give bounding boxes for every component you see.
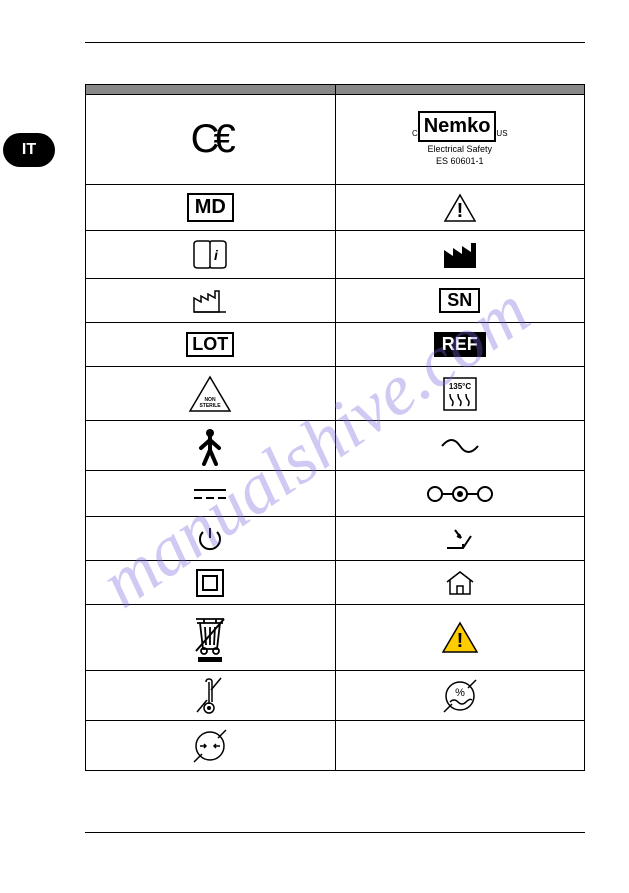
warning-yellow-icon: !	[440, 620, 480, 656]
nemko-line1: Electrical Safety	[412, 144, 508, 154]
cell-indoor	[335, 561, 585, 605]
temperature-limit-icon	[193, 676, 227, 716]
cell-power	[86, 517, 336, 561]
table-row: %	[86, 671, 585, 721]
table-row	[86, 471, 585, 517]
cell-md: MD	[86, 185, 336, 231]
weee-bin-icon	[190, 613, 230, 663]
svg-text:i: i	[214, 247, 219, 263]
class-ii-equipment-icon	[194, 567, 226, 599]
cell-nemko: CNemkoUS Electrical Safety ES 60601-1	[335, 95, 585, 185]
table-row	[86, 421, 585, 471]
cell-empty	[335, 721, 585, 771]
table-row: MD !	[86, 185, 585, 231]
ce-mark-icon: C€	[191, 117, 230, 161]
bottom-rule	[85, 832, 585, 833]
lot-number-icon: LOT	[186, 332, 234, 357]
cell-caution: !	[335, 185, 585, 231]
table-row: NONSTERILE 135°C	[86, 367, 585, 421]
table-row	[86, 517, 585, 561]
svg-text:STERILE: STERILE	[200, 403, 222, 409]
nemko-logo: CNemkoUS Electrical Safety ES 60601-1	[412, 111, 508, 166]
cell-manual: i	[86, 231, 336, 279]
top-rule	[85, 42, 585, 43]
table-header-row	[86, 85, 585, 95]
table-row: i	[86, 231, 585, 279]
nemko-right-sub: US	[496, 129, 507, 138]
table-row: !	[86, 605, 585, 671]
cell-mfg-date	[86, 279, 336, 323]
autoclave-temp-label: 135°C	[449, 382, 472, 391]
manufacture-date-icon	[191, 286, 229, 316]
cell-ref: REF	[335, 323, 585, 367]
polarity-icon	[425, 481, 495, 507]
power-standby-icon	[195, 524, 225, 554]
md-symbol-icon: MD	[187, 193, 234, 222]
cell-type-bf	[86, 421, 336, 471]
cell-ce: C€	[86, 95, 336, 185]
svg-text:!: !	[456, 630, 463, 652]
manufacturer-icon	[441, 240, 479, 270]
table-row	[86, 561, 585, 605]
cell-polarity	[335, 471, 585, 517]
foot-switch-icon	[443, 526, 477, 552]
caution-triangle-icon: !	[442, 192, 478, 224]
svg-text:!: !	[456, 200, 463, 222]
cell-lot: LOT	[86, 323, 336, 367]
consult-manual-icon: i	[188, 238, 232, 272]
cell-weee	[86, 605, 336, 671]
nemko-line2: ES 60601-1	[412, 156, 508, 166]
serial-number-icon: SN	[439, 288, 480, 313]
type-bf-applied-part-icon	[195, 426, 225, 466]
symbols-table: C€ CNemkoUS Electrical Safety ES 60601-1…	[85, 84, 585, 771]
svg-text:%: %	[455, 687, 465, 699]
cell-pressure	[86, 721, 336, 771]
indoor-use-icon	[443, 568, 477, 598]
cell-temp-limit	[86, 671, 336, 721]
cell-warning-yellow: !	[335, 605, 585, 671]
pressure-limit-icon	[190, 726, 230, 766]
language-badge: IT	[3, 133, 55, 167]
table-row: LOT REF	[86, 323, 585, 367]
ref-number-icon: REF	[434, 332, 486, 357]
cell-manufacturer	[335, 231, 585, 279]
table-row	[86, 721, 585, 771]
table-row: SN	[86, 279, 585, 323]
non-sterile-icon: NONSTERILE	[186, 373, 234, 415]
cell-autoclave: 135°C	[335, 367, 585, 421]
cell-humidity: %	[335, 671, 585, 721]
direct-current-icon	[190, 484, 230, 504]
cell-non-sterile: NONSTERILE	[86, 367, 336, 421]
nemko-name: Nemko	[418, 111, 497, 142]
humidity-limit-icon: %	[440, 676, 480, 716]
cell-class2	[86, 561, 336, 605]
cell-dc	[86, 471, 336, 517]
cell-ac	[335, 421, 585, 471]
cell-sn: SN	[335, 279, 585, 323]
alternating-current-icon	[438, 434, 482, 458]
cell-footswitch	[335, 517, 585, 561]
table-row: C€ CNemkoUS Electrical Safety ES 60601-1	[86, 95, 585, 185]
autoclave-icon: 135°C	[440, 374, 480, 414]
